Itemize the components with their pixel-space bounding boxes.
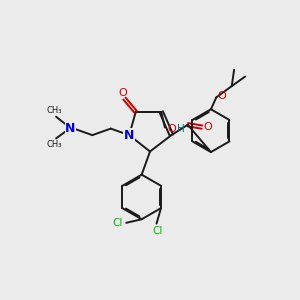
Text: O: O (167, 124, 176, 134)
Text: CH₃: CH₃ (47, 140, 62, 149)
Text: Cl: Cl (113, 218, 123, 228)
Text: CH₃: CH₃ (47, 106, 62, 115)
Text: O: O (217, 91, 226, 101)
Text: O: O (119, 88, 128, 98)
Text: O: O (203, 122, 212, 132)
Text: H: H (177, 124, 185, 134)
Text: N: N (124, 129, 134, 142)
Text: Cl: Cl (153, 226, 163, 236)
Text: N: N (65, 122, 76, 134)
